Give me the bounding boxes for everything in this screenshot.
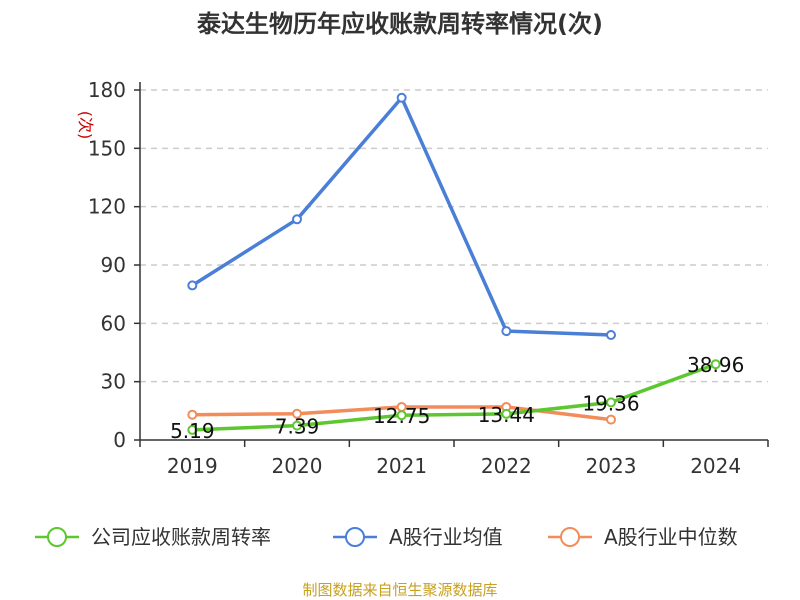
legend-marker-2 xyxy=(560,527,580,547)
data-point-2-0 xyxy=(187,409,198,420)
data-label-2021: 12.75 xyxy=(373,404,430,428)
data-point-1-4 xyxy=(606,330,616,340)
y-tick-label-150: 150 xyxy=(88,136,126,160)
grid-lines xyxy=(140,89,768,383)
series-lines xyxy=(187,92,721,435)
series-line-0 xyxy=(190,362,718,432)
data-point-2-1 xyxy=(292,408,302,419)
data-point-0-1 xyxy=(292,420,302,431)
data-point-1-3 xyxy=(501,326,512,337)
data-source-note: 制图数据来自恒生聚源数据库 xyxy=(302,581,498,599)
axes: 0 30 60 90 120 150 180 (次) 2019 2020 2021 2022 2023 2… xyxy=(76,78,769,478)
legend-marker-0 xyxy=(47,527,67,547)
x-tick-label-2020: 2020 xyxy=(272,454,323,478)
data-point-0-4 xyxy=(606,397,616,408)
data-label-2022: 13.44 xyxy=(478,403,535,427)
y-tick-label-60: 60 xyxy=(101,311,126,335)
legend: 公司应收账款周转率 A股行业均值 A股行业中位数 xyxy=(35,525,738,549)
series-line-1 xyxy=(190,96,613,337)
y-tick-label-90: 90 xyxy=(101,253,126,277)
data-label-2023: 19.36 xyxy=(582,391,639,415)
x-tick-label-2019: 2019 xyxy=(167,454,218,478)
data-point-0-2 xyxy=(396,410,407,421)
data-point-1-1 xyxy=(292,214,302,225)
y-tick-label-180: 180 xyxy=(88,78,126,102)
legend-label-0: 公司应收账款周转率 xyxy=(91,525,271,549)
x-tick-label-2023: 2023 xyxy=(586,454,637,478)
y-axis-unit-label: (次) xyxy=(76,111,95,140)
x-tick-label-2021: 2021 xyxy=(376,454,427,478)
data-point-0-0 xyxy=(187,424,198,435)
x-tick-label-2024: 2024 xyxy=(690,454,741,478)
legend-label-1: A股行业均值 xyxy=(389,525,503,549)
chart-title: 泰达生物历年应收账款周转率情况(次) xyxy=(197,10,603,38)
y-tick-label-30: 30 xyxy=(101,370,126,394)
data-point-2-4 xyxy=(606,414,616,425)
data-point-1-0 xyxy=(187,280,198,291)
y-tick-label-120: 120 xyxy=(88,195,126,219)
data-label-2019: 5.19 xyxy=(170,419,215,443)
x-tick-label-2022: 2022 xyxy=(481,454,532,478)
data-point-0-3 xyxy=(501,408,512,419)
y-tick-label-0: 0 xyxy=(113,428,126,452)
data-point-0-5 xyxy=(710,359,721,370)
legend-label-2: A股行业中位数 xyxy=(604,525,738,549)
legend-marker-1 xyxy=(345,527,365,547)
data-labels: 5.19 7.39 12.75 13.44 19.36 38.96 xyxy=(170,353,744,443)
data-label-2020: 7.39 xyxy=(275,415,320,439)
data-label-2024: 38.96 xyxy=(687,353,744,377)
data-point-1-2 xyxy=(396,92,407,103)
